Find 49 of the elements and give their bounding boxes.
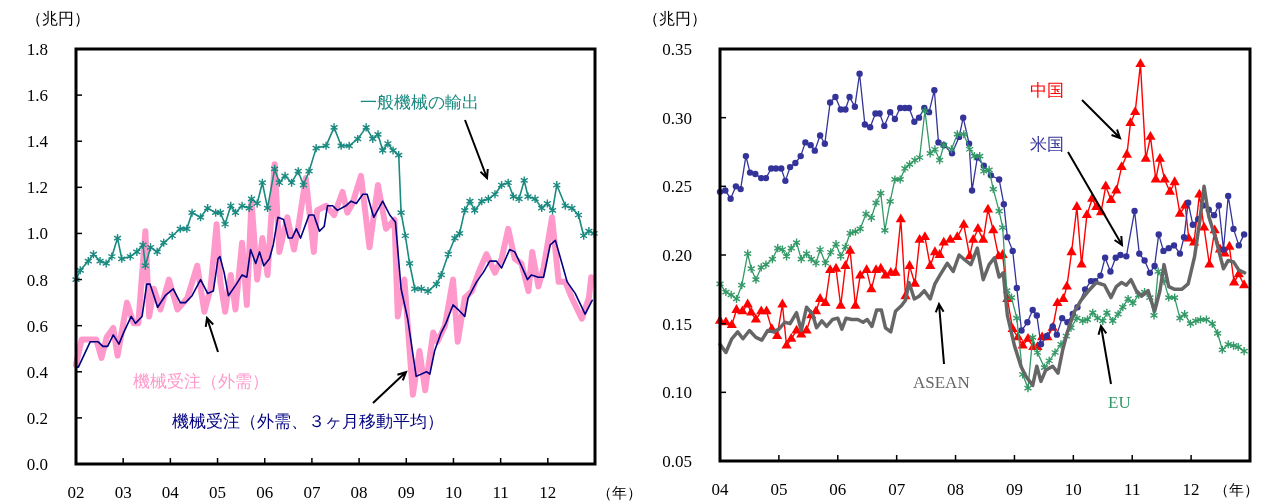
y-tick-label: 1.4 [26,132,49,152]
x-axis-title: （年） [597,485,642,501]
x-tick-label: 04 [711,480,729,499]
x-tick-label: 05 [209,483,227,502]
y-tick-label: 1.2 [26,178,48,198]
y-tick-label: 0.4 [26,362,49,382]
y-tick-label: 0.6 [26,316,48,336]
x-tick-label: 08 [350,483,368,502]
y-tick-label: 0.0 [26,454,48,474]
y-tick-label: 1.8 [26,39,48,59]
y-tick-label: 0.05 [662,451,692,471]
y-axis-title: （兆円） [643,10,707,27]
x-tick-label: 09 [1005,480,1023,499]
y-tick-label: 1.6 [26,86,48,106]
text: EU [1108,393,1131,412]
text: 米国 [1030,135,1064,154]
x-tick-label: 05 [770,480,788,499]
y-tick-label: 0.35 [662,39,692,59]
y-tick-label: 0.2 [26,408,48,428]
x-tick-label: 10 [444,483,462,502]
y-tick-label: 0.15 [662,314,692,334]
x-tick-label: 09 [397,483,415,502]
text: 機械受注（外需、３ヶ月移動平均） [172,412,444,431]
y-tick-label: 0.8 [26,270,48,290]
text: ASEAN [913,373,970,392]
x-tick-label: 11 [1124,480,1141,499]
y-tick-label: 0.25 [662,177,692,197]
series-label: 機械受注（外需） [133,372,269,391]
x-axis-title: （年） [1214,482,1259,498]
x-tick-label: 07 [303,483,321,502]
y-tick-label: 1.0 [26,224,48,244]
x-tick-label: 06 [256,483,274,502]
x-tick-label: 11 [492,483,509,502]
y-tick-label: 0.20 [662,245,692,265]
line-series [718,184,1247,388]
x-tick-label: 12 [1182,480,1200,499]
x-tick-label: 04 [161,483,180,502]
x-tick-label: 10 [1064,480,1082,499]
x-tick-label: 08 [947,480,965,499]
y-tick-label: 0.10 [662,383,692,403]
text: 中国 [1030,81,1064,100]
y-tick-label: 0.30 [662,108,692,128]
x-tick-label: 02 [67,483,85,502]
x-tick-label: 03 [114,483,132,502]
x-tick-label: 06 [829,480,847,499]
x-tick-label: 12 [539,483,557,502]
x-tick-label: 07 [888,480,906,499]
series-label: 一般機械の輸出 [360,93,479,112]
y-axis-title: （兆円） [26,10,90,27]
